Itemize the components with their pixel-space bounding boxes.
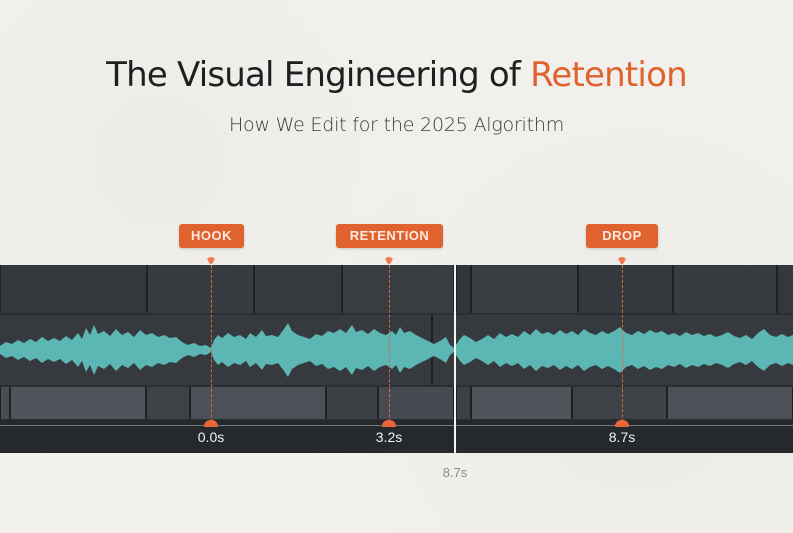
clip[interactable]: [342, 265, 454, 313]
audio-track[interactable]: [0, 315, 793, 385]
clip[interactable]: [667, 387, 793, 419]
title-prefix: The Visual Engineering of: [106, 55, 531, 95]
clip[interactable]: [456, 387, 471, 419]
marker-pin-top-hook[interactable]: [206, 257, 216, 264]
title-accent: Retention: [530, 55, 688, 95]
page-title: The Visual Engineering of Retention: [0, 55, 793, 95]
clip[interactable]: [254, 265, 342, 313]
clip[interactable]: [0, 387, 10, 419]
marker-handle-drop[interactable]: [615, 420, 629, 427]
timeline-panel[interactable]: 0.0s 3.2s 8.7s: [0, 265, 793, 453]
marker-handle-retention[interactable]: [382, 420, 396, 427]
clip[interactable]: [378, 387, 454, 419]
clip[interactable]: [146, 387, 190, 419]
page-subtitle: How We Edit for the 2025 Algorithm: [228, 114, 565, 136]
clip[interactable]: [10, 387, 146, 419]
audio-waveform: [0, 323, 793, 377]
marker-line-drop: [621, 265, 623, 427]
marker-tag-hook[interactable]: HOOK: [179, 224, 244, 248]
marker-pin-top-retention[interactable]: [384, 257, 394, 264]
clip[interactable]: [190, 387, 326, 419]
marker-pin-top-drop[interactable]: [617, 257, 627, 264]
marker-handle-hook[interactable]: [204, 420, 218, 427]
playhead-time-label: 8.7s: [442, 465, 468, 480]
clip[interactable]: [326, 387, 378, 419]
clip[interactable]: [578, 265, 673, 313]
marker-tag-drop[interactable]: DROP: [586, 224, 658, 248]
video-track-bottom[interactable]: [0, 387, 793, 419]
clip[interactable]: [572, 387, 667, 419]
marker-time-hook: 0.0s: [197, 429, 225, 445]
clip[interactable]: [147, 265, 254, 313]
marker-time-retention: 3.2s: [375, 429, 403, 445]
clip[interactable]: [471, 265, 578, 313]
playhead[interactable]: [454, 265, 456, 453]
marker-line-hook: [210, 265, 212, 427]
clip[interactable]: [456, 265, 471, 313]
video-track-top[interactable]: [0, 265, 793, 313]
ruler-line: [0, 425, 793, 426]
clip[interactable]: [0, 265, 147, 313]
marker-time-drop: 8.7s: [608, 429, 636, 445]
clip[interactable]: [673, 265, 777, 313]
marker-line-retention: [388, 265, 390, 427]
marker-tag-retention[interactable]: RETENTION: [336, 224, 443, 248]
clip[interactable]: [777, 265, 793, 313]
clip[interactable]: [471, 387, 572, 419]
